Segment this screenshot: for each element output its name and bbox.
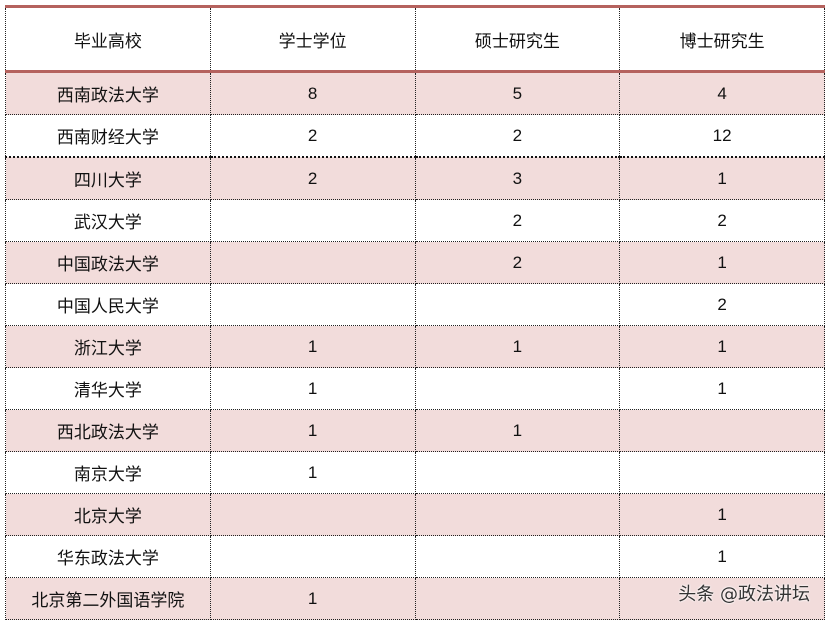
table-row: 西南政法大学 8 5 4: [5, 71, 825, 115]
table-row: 南京大学 1: [5, 451, 825, 494]
cell-bachelor: 1: [209, 451, 416, 494]
cell-doctor: 1: [619, 241, 825, 284]
cell-school: 华东政法大学: [5, 535, 211, 578]
cell-bachelor: 2: [209, 114, 416, 158]
cell-master: [414, 367, 621, 410]
cell-doctor: 1: [619, 325, 825, 368]
header-master: 硕士研究生: [414, 5, 621, 73]
cell-bachelor: [209, 493, 416, 536]
cell-bachelor: [209, 199, 416, 242]
cell-bachelor: 1: [209, 325, 416, 368]
table-row: 北京大学 1: [5, 493, 825, 536]
cell-doctor: 2: [619, 283, 825, 326]
cell-master: [414, 493, 621, 536]
cell-doctor: 12: [619, 114, 825, 158]
table-row: 中国人民大学 2: [5, 283, 825, 326]
cell-master: [414, 283, 621, 326]
cell-school: 西南财经大学: [5, 114, 211, 158]
cell-doctor: [619, 451, 825, 494]
cell-doctor: 1: [619, 367, 825, 410]
cell-bachelor: 2: [209, 156, 416, 200]
cell-school: 武汉大学: [5, 199, 211, 242]
cell-master: 2: [414, 114, 621, 158]
cell-bachelor: 1: [209, 367, 416, 410]
cell-master: 5: [414, 71, 621, 115]
cell-master: [414, 577, 621, 620]
table-row: 西北政法大学 1 1: [5, 409, 825, 452]
cell-doctor: 4: [619, 71, 825, 115]
header-bachelor: 学士学位: [209, 5, 416, 73]
cell-master: [414, 451, 621, 494]
cell-school: 西南政法大学: [5, 71, 211, 115]
cell-school: 北京大学: [5, 493, 211, 536]
cell-school: 中国人民大学: [5, 283, 211, 326]
table-row: 中国政法大学 2 1: [5, 241, 825, 284]
cell-school: 南京大学: [5, 451, 211, 494]
table-row: 清华大学 1 1: [5, 367, 825, 410]
cell-master: 1: [414, 325, 621, 368]
cell-doctor: [619, 409, 825, 452]
cell-school: 北京第二外国语学院: [5, 577, 211, 620]
cell-doctor: 1: [619, 493, 825, 536]
cell-school: 四川大学: [5, 156, 211, 200]
cell-master: [414, 535, 621, 578]
cell-school: 清华大学: [5, 367, 211, 410]
cell-bachelor: [209, 283, 416, 326]
cell-bachelor: [209, 535, 416, 578]
table-row: 武汉大学 2 2: [5, 199, 825, 242]
table-row: 北京第二外国语学院 1: [5, 577, 825, 620]
cell-doctor: 1: [619, 156, 825, 200]
cell-bachelor: [209, 241, 416, 284]
table-row: 四川大学 2 3 1: [5, 156, 825, 200]
cell-school: 中国政法大学: [5, 241, 211, 284]
header-row: 毕业高校 学士学位 硕士研究生 博士研究生: [5, 5, 825, 73]
cell-doctor: [619, 577, 825, 620]
cell-bachelor: 8: [209, 71, 416, 115]
table-row: 浙江大学 1 1 1: [5, 325, 825, 368]
cell-master: 3: [414, 156, 621, 200]
cell-master: 2: [414, 199, 621, 242]
cell-master: 1: [414, 409, 621, 452]
table-row: 西南财经大学 2 2 12: [5, 114, 825, 158]
cell-master: 2: [414, 241, 621, 284]
header-school: 毕业高校: [5, 5, 211, 73]
cell-bachelor: 1: [209, 577, 416, 620]
cell-school: 浙江大学: [5, 325, 211, 368]
cell-bachelor: 1: [209, 409, 416, 452]
graduate-school-table: 毕业高校 学士学位 硕士研究生 博士研究生 西南政法大学 8 5 4 西南财经大学 2 2 1…: [5, 5, 825, 620]
cell-school: 西北政法大学: [5, 409, 211, 452]
header-doctor: 博士研究生: [619, 5, 825, 73]
cell-doctor: 2: [619, 199, 825, 242]
table-row: 华东政法大学 1: [5, 535, 825, 578]
watermark: 头条 @政法讲坛: [678, 584, 810, 605]
cell-doctor: 1: [619, 535, 825, 578]
